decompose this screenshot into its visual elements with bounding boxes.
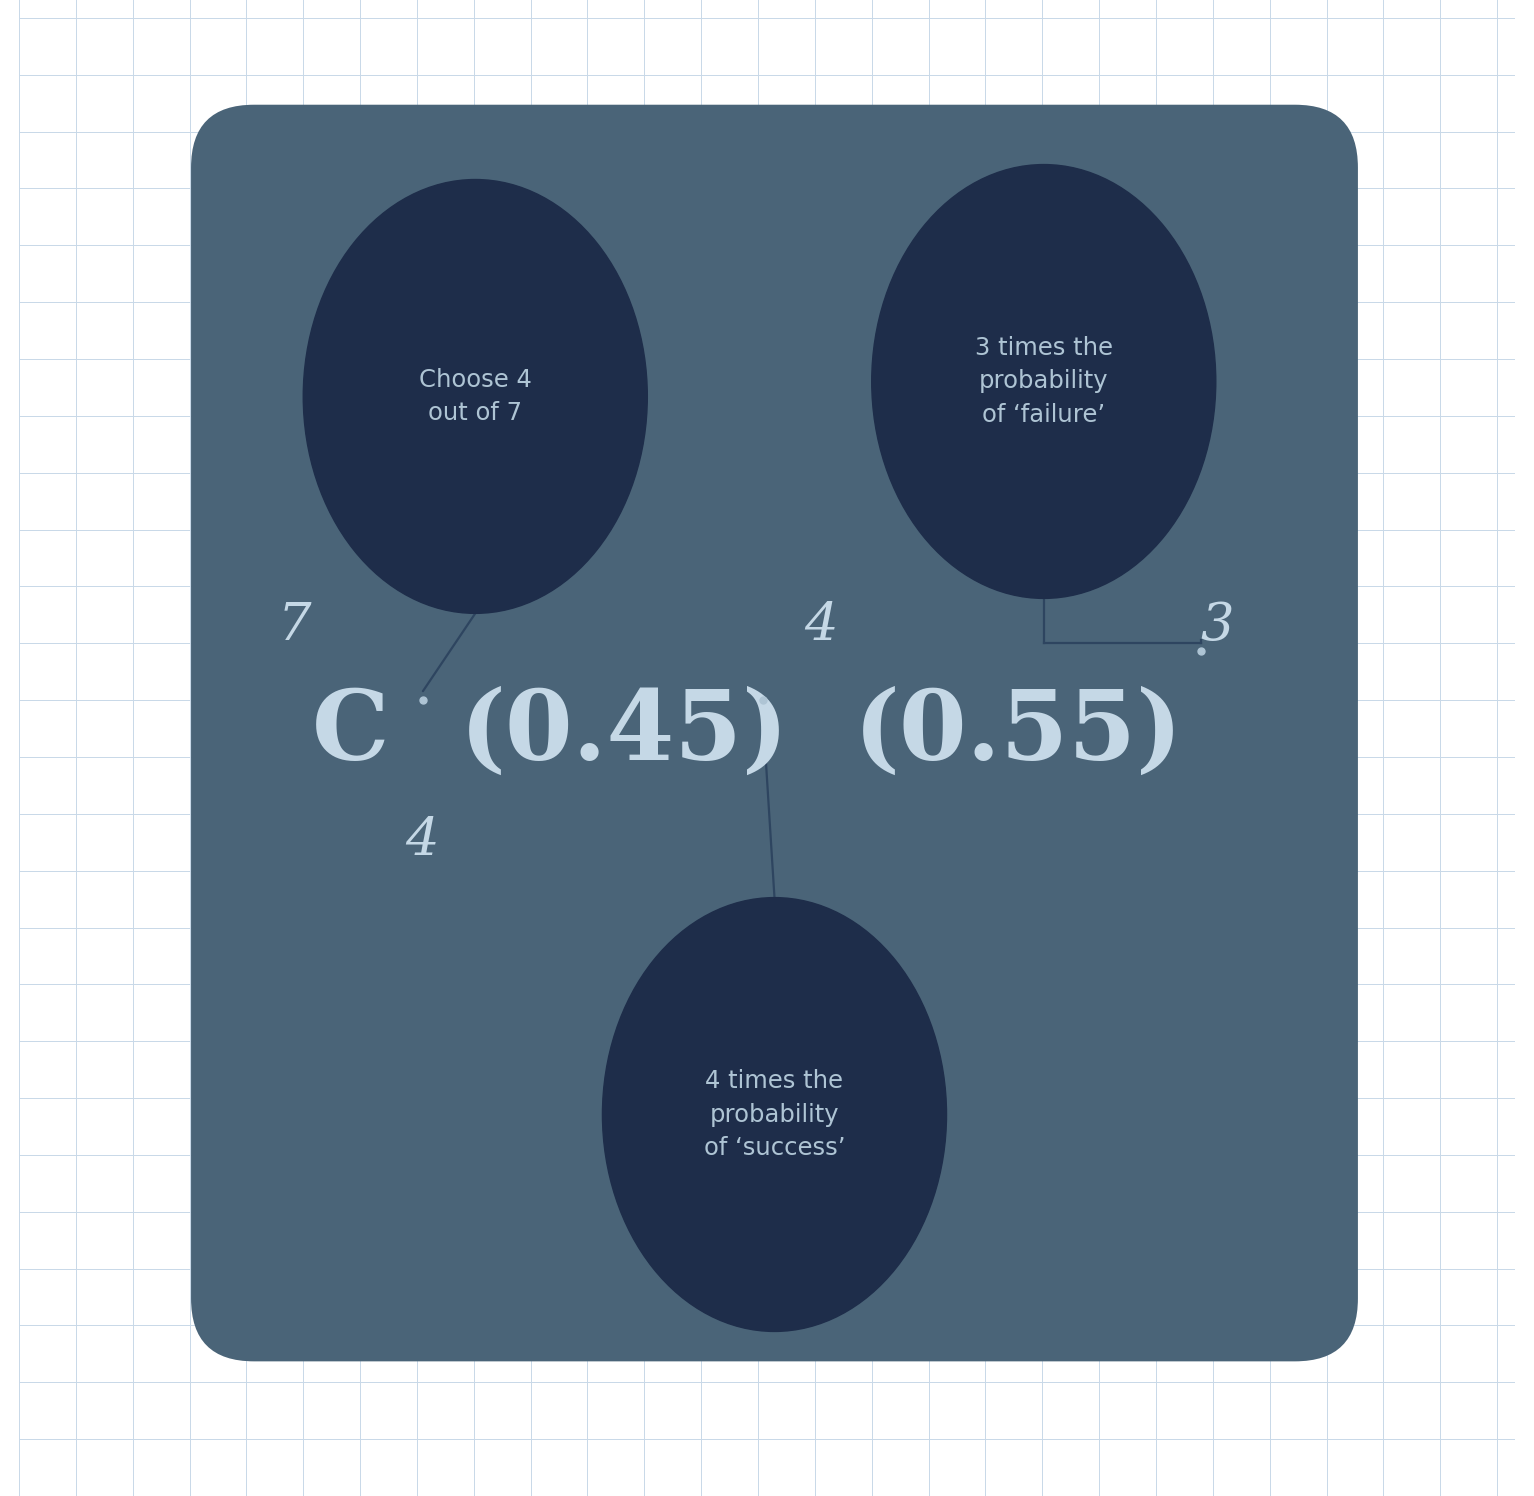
- Text: (0.45): (0.45): [460, 687, 790, 779]
- Ellipse shape: [304, 180, 647, 613]
- Text: 4: 4: [405, 815, 439, 866]
- Text: C: C: [313, 687, 390, 779]
- Text: 7: 7: [278, 600, 311, 651]
- Text: 4 times the
probability
of ‘success’: 4 times the probability of ‘success’: [704, 1070, 845, 1159]
- Text: Choose 4
out of 7: Choose 4 out of 7: [419, 368, 532, 425]
- FancyBboxPatch shape: [192, 105, 1358, 1361]
- Text: 3 times the
probability
of ‘failure’: 3 times the probability of ‘failure’: [974, 337, 1112, 426]
- Text: (0.55): (0.55): [854, 687, 1183, 779]
- Text: 4: 4: [804, 600, 838, 651]
- Text: 3: 3: [1201, 600, 1235, 651]
- Ellipse shape: [871, 165, 1216, 598]
- Ellipse shape: [603, 898, 946, 1331]
